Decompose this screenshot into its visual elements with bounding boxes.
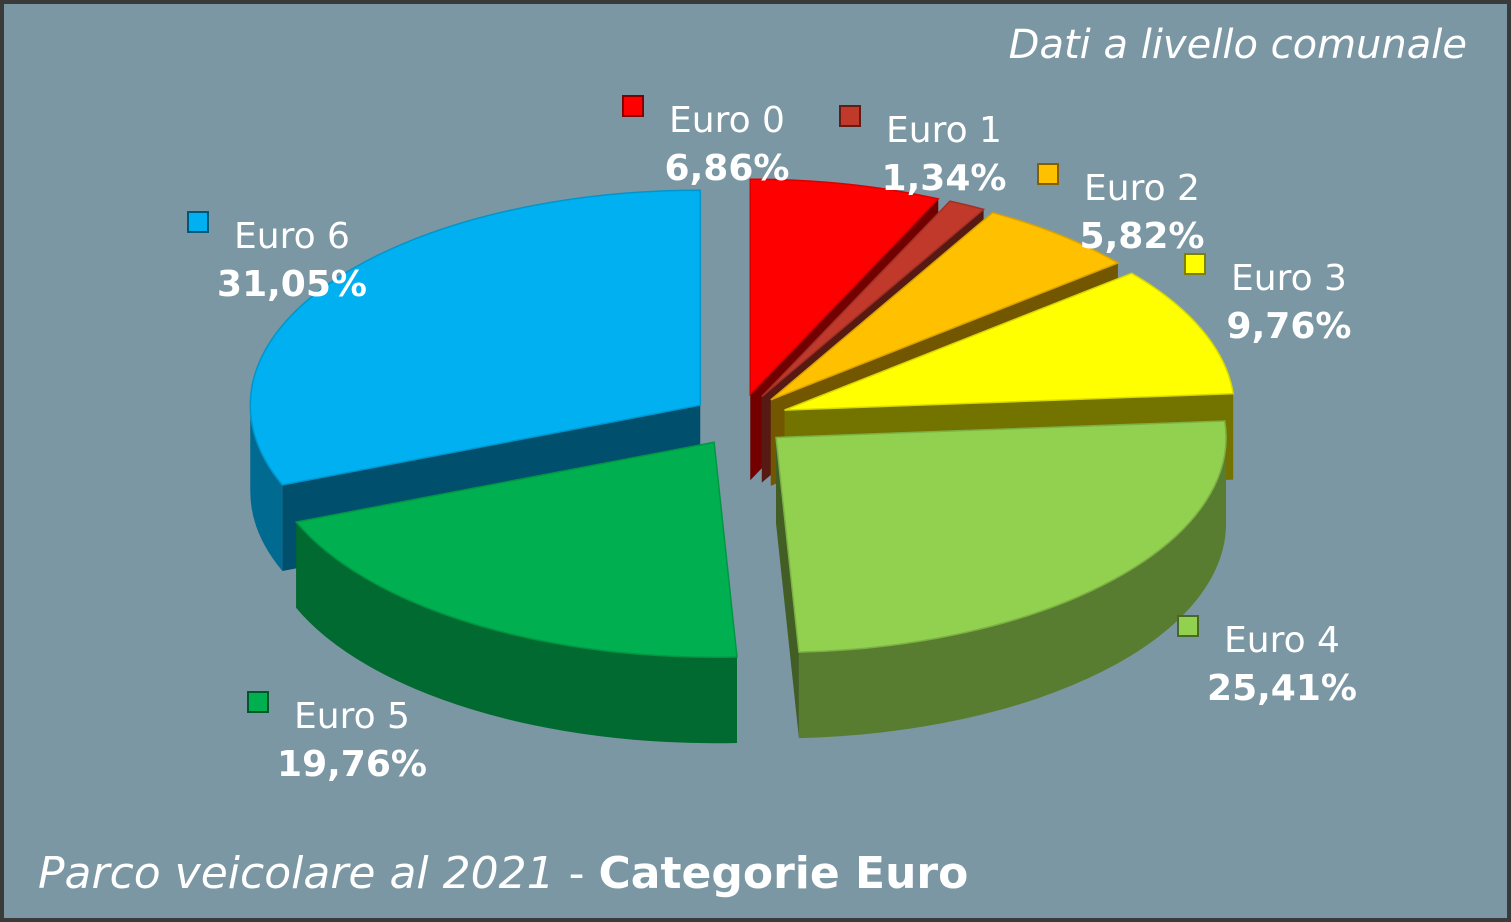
pie-slice-euro-4 bbox=[775, 420, 1227, 739]
legend-key-euro-4 bbox=[1177, 615, 1199, 637]
label-value-euro-1: 1,34% bbox=[882, 158, 1007, 199]
label-name-euro-2: Euro 2 bbox=[1084, 168, 1200, 209]
label-euro-3: Euro 3 9,76% bbox=[1184, 253, 1352, 347]
label-euro-1: Euro 1 1,34% bbox=[839, 105, 1007, 199]
label-value-euro-4: 25,41% bbox=[1207, 668, 1357, 709]
legend-key-euro-2 bbox=[1037, 163, 1059, 185]
label-value-euro-2: 5,82% bbox=[1080, 216, 1205, 257]
chart-title-separator: - bbox=[554, 848, 599, 899]
legend-key-euro-0 bbox=[622, 95, 644, 117]
label-euro-6: Euro 6 31,05% bbox=[187, 211, 367, 305]
label-value-euro-0: 6,86% bbox=[665, 148, 790, 189]
legend-key-euro-3 bbox=[1184, 253, 1206, 275]
label-value-euro-6: 31,05% bbox=[217, 264, 367, 305]
label-name-euro-3: Euro 3 bbox=[1231, 258, 1347, 299]
label-euro-2: Euro 2 5,82% bbox=[1037, 163, 1205, 257]
legend-key-euro-6 bbox=[187, 211, 209, 233]
pie-slices bbox=[249, 178, 1235, 744]
label-euro-0: Euro 0 6,86% bbox=[622, 95, 790, 189]
label-name-euro-1: Euro 1 bbox=[886, 110, 1002, 151]
chart-title-bold: Categorie Euro bbox=[598, 848, 969, 899]
label-euro-4: Euro 4 25,41% bbox=[1177, 615, 1357, 709]
legend-key-euro-5 bbox=[247, 691, 269, 713]
slice-labels: Euro 0 6,86% Euro 1 1,34% Euro 2 5,82% Euro 3 9… bbox=[187, 95, 1357, 785]
chart-subtitle: Dati a livello comunale bbox=[1008, 22, 1467, 68]
chart-title-italic: Parco veicolare al 2021 bbox=[38, 848, 555, 899]
chart-title: Parco veicolare al 2021 - Categorie Euro bbox=[38, 848, 968, 899]
label-name-euro-0: Euro 0 bbox=[669, 100, 785, 141]
label-value-euro-3: 9,76% bbox=[1227, 306, 1352, 347]
label-name-euro-6: Euro 6 bbox=[234, 216, 350, 257]
pie-slice-euro-5 bbox=[294, 441, 738, 744]
label-name-euro-4: Euro 4 bbox=[1224, 620, 1340, 661]
label-euro-5: Euro 5 19,76% bbox=[247, 691, 427, 785]
label-value-euro-5: 19,76% bbox=[277, 744, 427, 785]
legend-key-euro-1 bbox=[839, 105, 861, 127]
label-name-euro-5: Euro 5 bbox=[294, 696, 410, 737]
